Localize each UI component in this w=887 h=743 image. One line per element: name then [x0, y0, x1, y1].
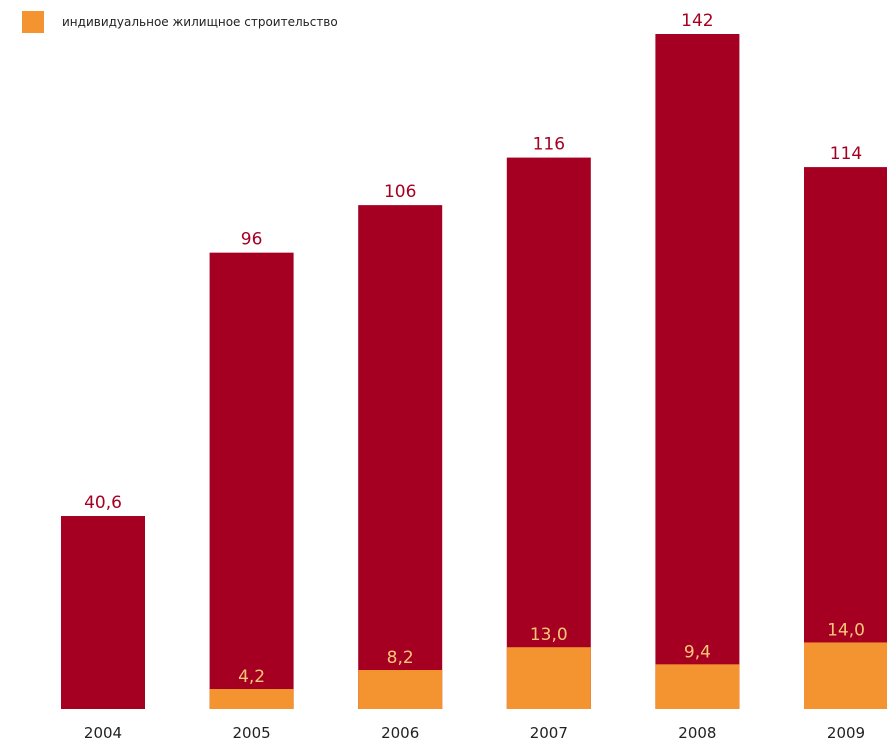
total-label-2009: 114 [830, 144, 862, 164]
part-bar-2007 [506, 647, 591, 709]
legend-label: индивидуальное жилищное строительство [62, 15, 338, 29]
total-label-2004: 40,6 [84, 493, 122, 513]
x-tick-2008: 2008 [678, 724, 716, 742]
part-bar-2008 [655, 664, 740, 709]
part-bar-2005 [209, 689, 294, 709]
total-bar-2006 [358, 205, 443, 709]
x-tick-2007: 2007 [530, 724, 568, 742]
total-bar-2008 [655, 34, 740, 709]
part-label-2008: 9,4 [684, 642, 711, 662]
x-tick-2009: 2009 [827, 724, 865, 742]
part-bar-2009 [804, 642, 887, 709]
total-bar-2007 [506, 157, 591, 709]
total-bar-2009 [804, 167, 887, 710]
x-tick-2005: 2005 [233, 724, 271, 742]
part-label-2006: 8,2 [387, 648, 414, 668]
total-label-2005: 96 [241, 230, 263, 250]
part-label-2005: 4,2 [238, 667, 265, 687]
total-label-2006: 106 [384, 182, 416, 202]
legend-swatch [22, 11, 44, 33]
part-bar-2006 [358, 670, 443, 709]
total-bar-2004 [61, 516, 145, 709]
total-label-2008: 142 [681, 11, 713, 31]
total-bar-2005 [209, 252, 294, 709]
total-label-2007: 116 [533, 135, 565, 155]
x-tick-2004: 2004 [84, 724, 122, 742]
part-label-2009: 14,0 [827, 620, 865, 640]
legend: индивидуальное жилищное строительство [22, 11, 338, 33]
part-label-2007: 13,0 [530, 625, 568, 645]
x-tick-2006: 2006 [381, 724, 419, 742]
